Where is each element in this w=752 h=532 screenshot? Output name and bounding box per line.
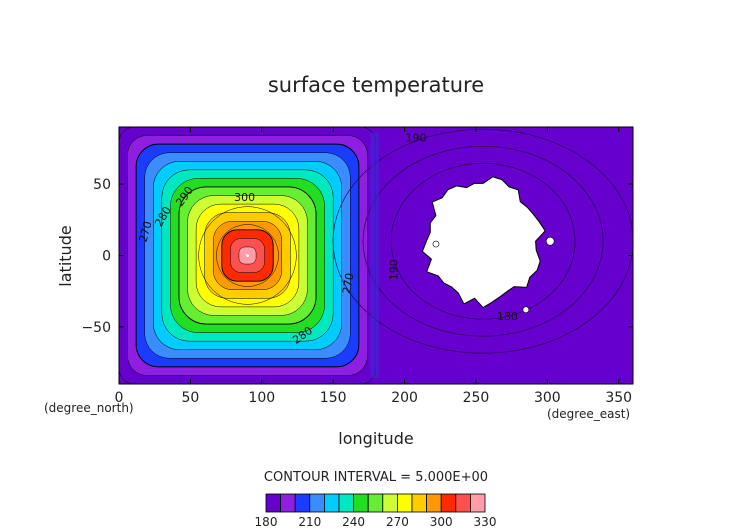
colorbar-tick-label: 270 <box>386 515 409 529</box>
colorbar-swatch <box>294 493 311 513</box>
x-tick-label: 350 <box>605 390 632 406</box>
contour-label: 300 <box>234 191 255 204</box>
y-axis-label: latitude <box>56 225 75 286</box>
colorbar-swatch <box>469 493 486 513</box>
colorbar-tick-label: 210 <box>298 515 321 529</box>
edge-strip <box>370 133 379 378</box>
contour-label: 190 <box>405 131 426 144</box>
colorbar-swatch <box>353 493 369 513</box>
center-point <box>246 254 249 257</box>
colorbar-swatch <box>309 493 325 513</box>
contour-line <box>216 224 279 287</box>
blank-speck <box>545 236 555 246</box>
colorbar-swatch <box>323 493 340 513</box>
y-axis: 50 0 −50 <box>81 177 633 336</box>
x-axis-label: longitude <box>338 429 413 448</box>
y-unit-label: (degree_north) <box>44 401 134 415</box>
colorbar-swatch <box>396 493 413 513</box>
contour-interval-label: CONTOUR INTERVAL = 5.000E+00 <box>264 470 488 485</box>
contour-line <box>362 145 604 337</box>
x-tick-label: 50 <box>181 390 199 406</box>
x-tick-label: 200 <box>391 390 418 406</box>
contour-label: 180 <box>497 310 518 323</box>
y-tick-label: −50 <box>81 320 111 336</box>
east-temperature-field <box>332 128 634 378</box>
x-unit-label: (degree_east) <box>547 407 630 421</box>
y-tick-label: 0 <box>102 249 111 265</box>
colorbar-swatch <box>411 493 428 513</box>
colorbar-swatch <box>440 493 457 513</box>
x-tick-label: 250 <box>463 390 490 406</box>
colorbar-swatch <box>338 493 355 513</box>
blank-speck <box>432 240 440 248</box>
blank-patch <box>421 176 546 309</box>
colorbar-tick-label: 180 <box>255 515 278 529</box>
x-tick-label: 0 <box>115 390 124 406</box>
west-temperature-field <box>119 127 376 384</box>
colorbar-tick-label: 330 <box>474 515 497 529</box>
contour-label: 270 <box>340 272 356 295</box>
colorbar-tick-label: 240 <box>342 515 365 529</box>
x-tick-label: 300 <box>534 390 561 406</box>
colorbar: 180 210 240 270 300 330 <box>255 493 497 529</box>
x-tick-label: 150 <box>320 390 347 406</box>
x-tick-label: 100 <box>248 390 275 406</box>
contour-line <box>390 162 576 320</box>
colorbar-swatch <box>265 493 282 513</box>
colorbar-tick-label: 300 <box>430 515 453 529</box>
chart-title: surface temperature <box>268 73 484 97</box>
blank-speck <box>522 306 530 314</box>
colorbar-swatch <box>426 493 442 513</box>
colorbar-swatch <box>455 493 471 513</box>
colorbar-swatch <box>280 493 296 513</box>
contour-line <box>198 206 297 305</box>
colorbar-swatch <box>382 493 398 513</box>
contour-label: 270 <box>137 220 155 244</box>
contour-label: 190 <box>387 259 400 280</box>
colorbar-swatch <box>367 493 384 513</box>
x-axis: 0 50 100 150 200 250 300 350 <box>115 127 632 406</box>
y-tick-label: 50 <box>93 177 111 193</box>
